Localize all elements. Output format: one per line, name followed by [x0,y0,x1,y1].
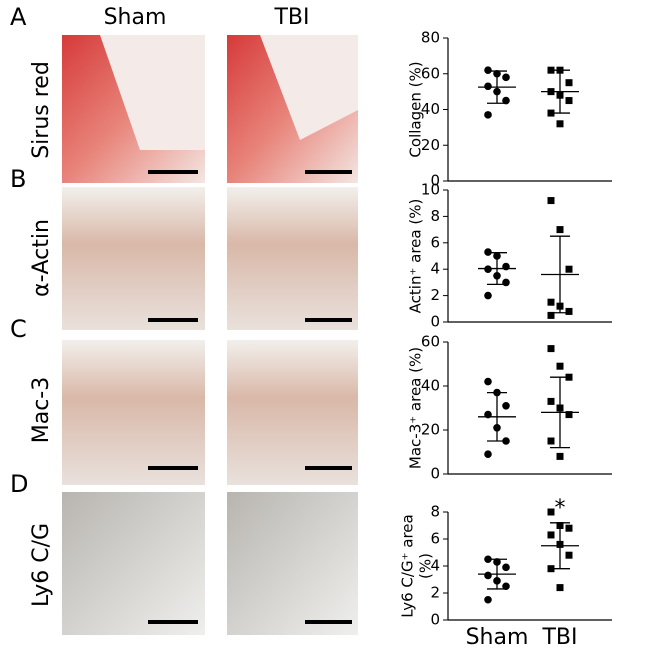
y-tick-label: 2 [430,286,440,304]
error-bar [487,558,507,590]
data-point [502,73,510,82]
y-axis-label: Ly6 C/G⁺ area [399,514,417,617]
data-point [502,582,510,591]
y-tick-label: 60 [421,64,440,82]
row-label: Ly6 C/G [29,523,54,607]
data-point [547,298,555,306]
y-tick-label: 0 [430,172,440,190]
data-point [565,307,573,315]
error-bar [487,70,507,104]
y-tick-label: 60 [421,333,440,351]
panel-letter: A [10,3,27,31]
data-point [484,291,492,300]
error-bar [550,376,570,449]
y-tick-label: 20 [421,136,440,154]
data-point [502,563,510,572]
annotation: * [555,496,566,521]
data-point [484,377,492,386]
column-header: Sham [104,5,167,30]
data-point [565,79,573,87]
data-point [556,226,564,234]
y-tick-label: 0 [430,611,440,629]
data-point [565,411,573,419]
y-axis-label: Collagen (%) [407,61,425,157]
data-point [565,551,573,559]
data-point [484,248,492,256]
data-point [547,311,555,319]
data-point [556,452,564,460]
data-point [484,66,492,74]
error-bar [550,69,570,114]
data-point [484,571,492,580]
y-tick-label: 20 [421,421,440,439]
y-tick-label: 40 [421,377,440,395]
y-tick-label: 8 [430,207,440,225]
data-point [547,531,555,539]
data-point [565,97,573,105]
data-point [565,524,573,532]
data-point [547,437,555,445]
y-tick-label: 0 [430,465,440,483]
data-point [502,278,510,287]
data-point [547,508,555,516]
y-tick-label: 8 [430,503,440,521]
error-bar [550,522,570,570]
data-point [484,450,492,459]
y-tick-label: 40 [421,100,440,118]
column-header: TBI [273,5,309,30]
panel-letter: D [10,470,28,498]
y-tick-label: 6 [430,530,440,548]
data-point [547,397,555,405]
panel-letter: B [10,165,26,193]
data-point [484,265,492,274]
y-axis-label: Mac-3⁺ area (%) [407,347,425,469]
row-label: α-Actin [29,219,54,297]
micrographs [62,35,358,635]
row-label: Mac-3 [29,377,54,444]
data-point [556,120,564,128]
panel-letter: C [10,315,27,343]
data-point [484,111,492,119]
y-tick-label: 80 [421,29,440,47]
y-tick-label: 10 [421,181,440,199]
data-point [502,96,510,105]
error-bar [550,235,570,314]
error-bar [487,252,507,286]
data-point [502,262,510,271]
y-axis-label: Actin⁺ area (%) [407,199,425,314]
y-axis-label: (%) [417,553,435,579]
data-point [547,197,555,205]
row-label: Sirus red [29,61,54,159]
data-point [484,595,492,604]
data-point [565,265,573,273]
y-tick-label: 6 [430,233,440,251]
data-point [556,362,564,370]
y-tick-label: 2 [430,584,440,602]
data-point [484,82,492,91]
error-bar [487,391,507,442]
x-tick-label: Sham [466,625,529,650]
x-tick-label: TBI [541,625,577,650]
y-tick-label: 4 [430,557,440,575]
data-point [502,402,510,410]
data-point [556,584,564,592]
y-tick-label: 4 [430,260,440,278]
data-point [547,345,555,353]
y-tick-label: 0 [430,313,440,331]
